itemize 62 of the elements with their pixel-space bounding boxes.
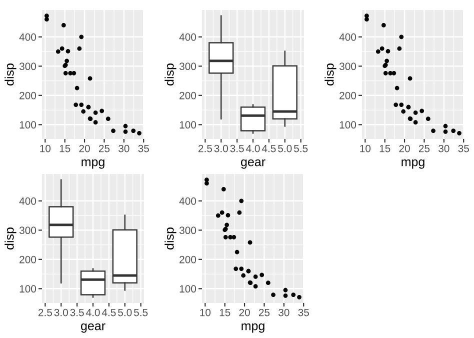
x-tick-label: 35 [138,144,149,152]
x-tick-label: 5.5 [294,144,308,152]
x-tick-label: 4.5 [262,144,276,152]
y-tick-label: 100 [340,121,356,129]
x-tick-label: 20 [239,308,250,316]
y-tick-label: 200 [180,256,196,264]
y-tick-label: 400 [19,197,36,205]
x-axis-title: mpg [82,159,104,169]
x-tick-label: 4.0 [86,308,100,316]
x-axis-title: mpg [242,323,264,333]
x-tick-label: 5.0 [118,308,132,316]
x-tick-label: 25 [258,308,270,316]
y-tick-label: 100 [20,285,36,293]
y-axis-title: disp [324,64,336,86]
x-tick-label: 30 [278,308,290,316]
x-tick-label: 2.5 [198,144,212,152]
x-tick-label: 4.0 [246,144,260,152]
y-axis-title: disp [164,64,176,86]
x-tick-label: 15 [380,144,390,152]
y-tick-label: 300 [339,62,356,70]
y-tick-label: 200 [180,92,196,100]
x-tick-label: 3.5 [230,144,244,152]
x-tick-label: 5.5 [134,308,148,316]
y-axis-title: disp [4,228,16,250]
y-axis-title: disp [164,228,176,250]
y-tick-label: 100 [180,121,196,129]
y-tick-label: 300 [19,226,36,234]
y-tick-label: 300 [179,226,196,234]
x-tick-label: 25 [418,144,430,152]
y-tick-label: 200 [20,92,36,100]
x-tick-label: 25 [98,144,110,152]
y-tick-label: 100 [180,285,196,293]
y-tick-label: 400 [179,197,196,205]
x-tick-label: 20 [399,144,410,152]
x-tick-label: 15 [220,308,230,316]
x-axis-title: gear [81,323,106,333]
x-tick-label: 10 [40,144,51,152]
x-tick-label: 30 [118,144,130,152]
x-tick-label: 5.0 [278,144,292,152]
x-tick-label: 20 [79,144,90,152]
y-tick-label: 400 [179,33,196,41]
y-tick-label: 300 [179,62,196,70]
y-tick-label: 300 [19,62,36,70]
y-tick-label: 400 [339,33,356,41]
x-tick-label: 3.5 [70,308,84,316]
x-tick-label: 35 [458,144,469,152]
y-tick-label: 400 [19,33,36,41]
y-tick-label: 200 [20,256,36,264]
x-tick-label: 2.5 [38,308,52,316]
x-tick-label: 3.0 [54,308,68,316]
x-tick-label: 15 [60,144,70,152]
y-tick-label: 100 [20,121,36,129]
y-tick-label: 200 [340,92,356,100]
x-tick-label: 10 [200,308,211,316]
x-axis-title: gear [241,159,266,169]
x-tick-label: 3.0 [214,144,228,152]
x-tick-label: 10 [360,144,371,152]
y-axis-title: disp [4,64,16,86]
x-tick-label: 4.5 [102,308,116,316]
x-tick-label: 35 [298,308,309,316]
x-tick-label: 30 [438,144,450,152]
x-axis-title: mpg [402,159,424,169]
